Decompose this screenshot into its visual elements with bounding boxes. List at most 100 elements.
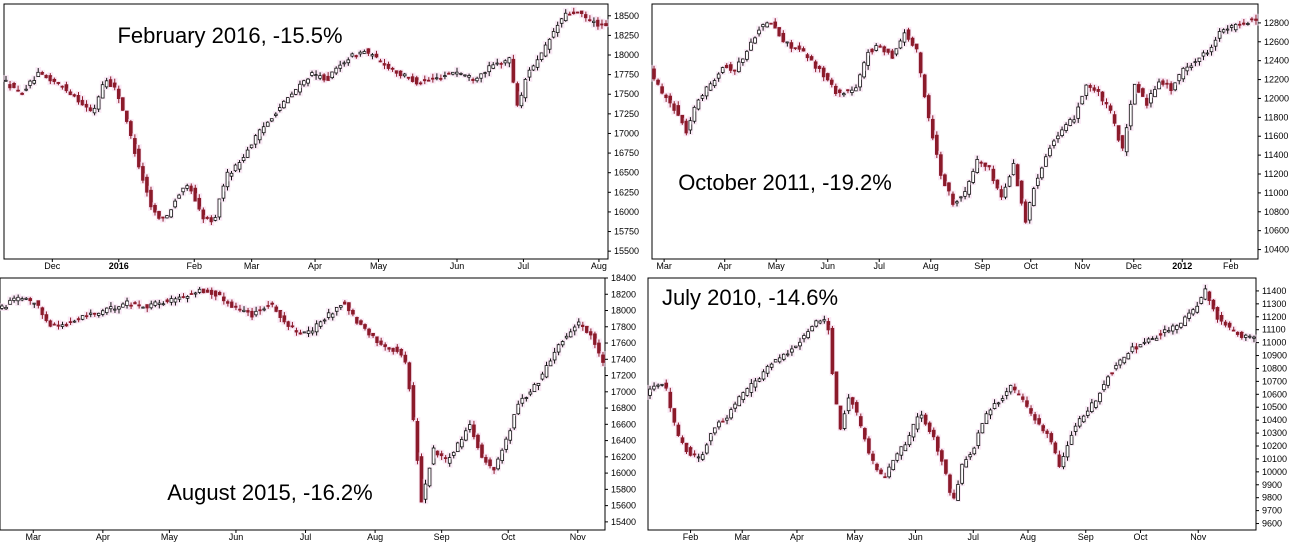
candle-down xyxy=(826,321,831,331)
x-tick-label: 2012 xyxy=(1172,261,1192,271)
candle-up xyxy=(117,306,121,310)
candle-down xyxy=(68,91,73,96)
candle-down xyxy=(1088,84,1093,88)
candle-up xyxy=(712,80,717,87)
candle-up xyxy=(431,447,436,465)
candle-up xyxy=(524,397,529,399)
candle-down xyxy=(64,84,69,92)
y-tick-label: 9800 xyxy=(1262,493,1282,503)
candle-up xyxy=(745,388,750,396)
candle-up xyxy=(149,303,154,309)
candle-down xyxy=(343,301,347,305)
candle-down xyxy=(137,148,141,168)
candle-down xyxy=(367,328,371,336)
candle-down xyxy=(266,305,271,307)
candle-down xyxy=(1227,322,1232,328)
candle-up xyxy=(185,296,190,299)
candle-down xyxy=(1057,454,1062,467)
chart-panel-4: 11400 11300 11200 11100 11000 10900 10800 10700… xyxy=(647,277,1287,542)
candle-down xyxy=(44,74,49,79)
candle-up xyxy=(548,360,553,367)
candle-up xyxy=(528,391,533,395)
y-tick-label: 17800 xyxy=(611,322,636,332)
candle-down xyxy=(1049,433,1054,443)
y-tick-label: 15500 xyxy=(614,246,639,256)
candle-down xyxy=(226,301,230,304)
candle-up xyxy=(536,382,541,386)
candle-down xyxy=(209,217,214,223)
candle-up xyxy=(460,438,464,448)
candle-down xyxy=(431,77,435,80)
x-tick-label: Jun xyxy=(450,261,465,271)
candle-up xyxy=(749,383,754,393)
candle-up xyxy=(544,365,549,378)
candle-up xyxy=(745,50,749,60)
candle-down xyxy=(16,89,20,92)
candle-down xyxy=(133,302,137,305)
candle-down xyxy=(120,97,125,111)
y-tick-label: 10800 xyxy=(1264,207,1289,217)
candle-down xyxy=(825,73,830,81)
candle-up xyxy=(1183,316,1187,326)
candle-down xyxy=(684,120,689,134)
candle-up xyxy=(487,65,492,73)
candle-up xyxy=(725,417,729,421)
x-tick-label: May xyxy=(370,261,388,271)
candle-down xyxy=(1238,23,1242,26)
candle-down xyxy=(197,197,202,210)
candle-down xyxy=(290,325,295,328)
candle-up xyxy=(245,149,250,158)
y-tick-label: 17400 xyxy=(611,354,636,364)
candle-up xyxy=(314,323,319,333)
x-tick-label: Jun xyxy=(229,532,244,542)
candle-down xyxy=(499,62,504,65)
candle-up xyxy=(1150,338,1155,340)
candle-up xyxy=(262,308,266,311)
candle-down xyxy=(1045,430,1050,434)
candle-up xyxy=(20,298,24,301)
y-tick-label: 12000 xyxy=(1264,93,1289,103)
candle-up xyxy=(955,201,959,204)
y-tick-label: 10500 xyxy=(1262,402,1287,412)
candle-down xyxy=(935,436,940,452)
candle-down xyxy=(443,457,448,460)
candle-up xyxy=(1084,84,1089,96)
candle-down xyxy=(1254,18,1258,21)
candle-up xyxy=(1195,305,1200,313)
x-tick-label: Nov xyxy=(1190,532,1207,542)
candle-up xyxy=(547,38,552,50)
candle-up xyxy=(696,456,701,459)
candle-up xyxy=(273,113,278,116)
candle-up xyxy=(1252,336,1256,339)
y-tick-label: 10300 xyxy=(1262,428,1287,438)
candle-up xyxy=(1181,67,1186,80)
candle-down xyxy=(680,114,685,124)
candle-up xyxy=(992,403,997,409)
candle-up xyxy=(455,71,459,75)
candle-down xyxy=(1033,414,1037,421)
candle-down xyxy=(40,72,45,75)
candle-up xyxy=(1149,93,1153,104)
candle-up xyxy=(435,77,439,80)
candle-down xyxy=(511,58,516,83)
y-tick-label: 10900 xyxy=(1262,351,1287,361)
candle-down xyxy=(918,52,923,74)
candle-up xyxy=(1128,103,1133,127)
candle-down xyxy=(991,168,996,182)
candle-down xyxy=(879,469,883,475)
candle-down xyxy=(676,424,681,436)
candle-up xyxy=(362,51,367,54)
candle-up xyxy=(1061,456,1066,468)
candle-down xyxy=(943,174,947,187)
candle-down xyxy=(979,161,984,164)
candle-up xyxy=(894,48,899,55)
candle-up xyxy=(898,40,903,49)
candle-down xyxy=(44,314,49,322)
candle-up xyxy=(1189,65,1194,68)
candle-up xyxy=(1056,135,1060,140)
candle-up xyxy=(996,402,1001,405)
y-tick-label: 10700 xyxy=(1262,376,1287,386)
candle-up xyxy=(846,397,851,412)
candle-up xyxy=(1201,52,1206,57)
candle-down xyxy=(935,134,939,155)
